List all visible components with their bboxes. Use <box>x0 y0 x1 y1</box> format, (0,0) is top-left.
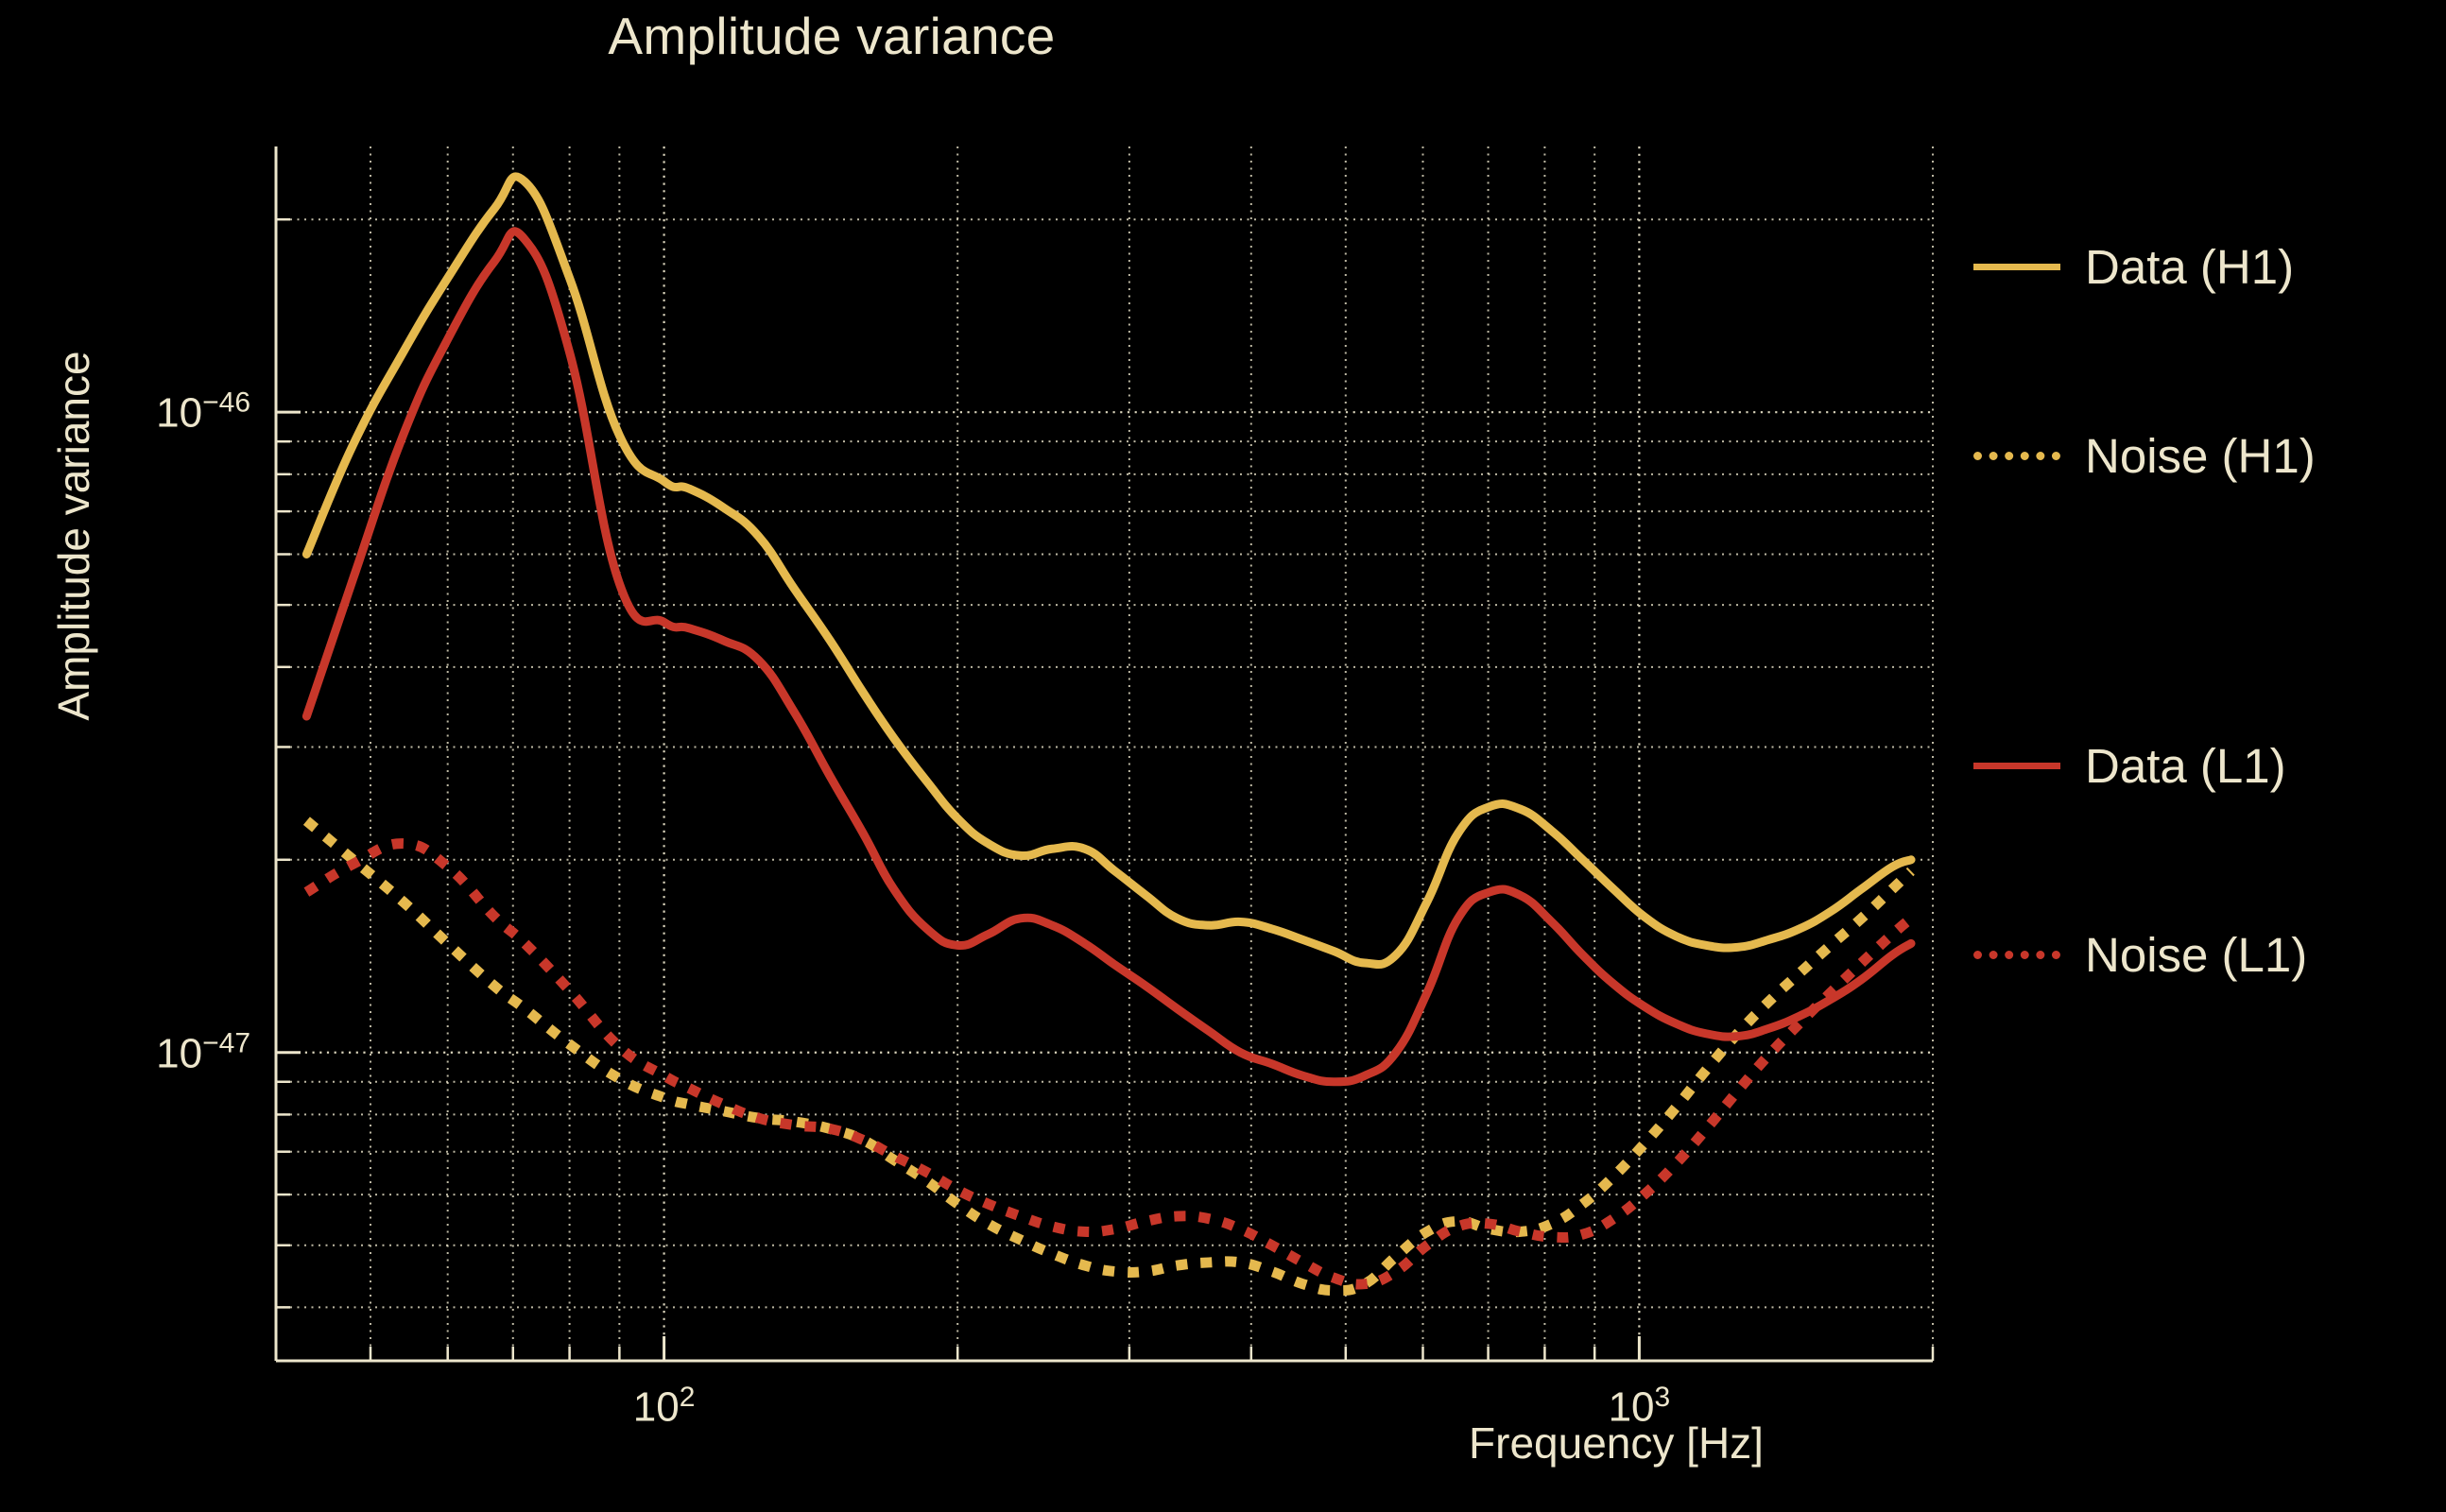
legend-swatch-solid <box>1973 263 2060 270</box>
x-tick-label: 103 <box>1608 1382 1671 1431</box>
y-tick-label: 10−47 <box>156 1027 250 1077</box>
page-title: Amplitude variance <box>608 7 1056 65</box>
legend-item[interactable]: Noise (H1) <box>1973 425 2316 486</box>
x-axis-label: Frequency [Hz] <box>1469 1418 1764 1468</box>
legend-label: Noise (H1) <box>2085 428 2316 483</box>
legend-label: Data (H1) <box>2085 239 2295 294</box>
series-line-data-l1 <box>301 227 1916 1087</box>
legend-label: Data (L1) <box>2085 738 2286 793</box>
grid-lines <box>275 146 1934 1361</box>
series-line-noise-l1 <box>303 838 1915 1290</box>
legend-swatch-dotted <box>1973 451 2060 460</box>
plot-area <box>274 146 1935 1363</box>
legend-swatch-dotted <box>1973 950 2060 959</box>
x-tick-label: 102 <box>632 1382 696 1431</box>
plot-svg <box>274 146 1935 1363</box>
legend-item[interactable]: Data (L1) <box>1973 735 2286 796</box>
axis-ticks <box>274 217 1935 1361</box>
series-line-noise-h1 <box>302 816 1915 1297</box>
y-axis-label: Amplitude variance <box>49 351 98 721</box>
data-series-group <box>301 172 1916 1297</box>
axis-spines <box>274 146 1933 1363</box>
legend-item[interactable]: Noise (L1) <box>1973 924 2307 985</box>
series-line-data-h1 <box>301 172 1916 969</box>
y-tick-label: 10−46 <box>156 387 250 437</box>
legend-item[interactable]: Data (H1) <box>1973 236 2294 297</box>
legend-label: Noise (L1) <box>2085 927 2308 982</box>
legend-swatch-solid <box>1973 762 2060 769</box>
